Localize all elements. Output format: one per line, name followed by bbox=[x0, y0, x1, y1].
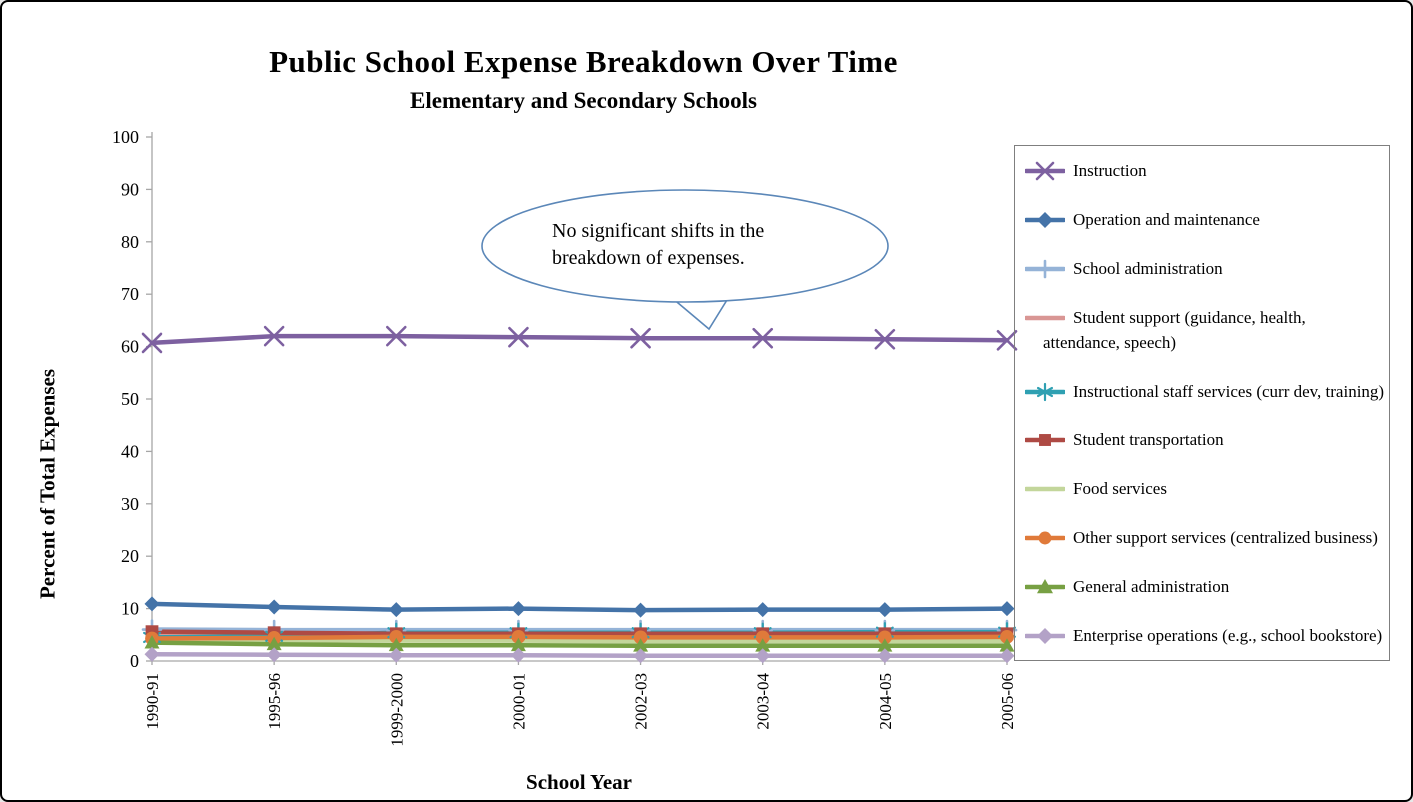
series-markers bbox=[141, 325, 1018, 664]
y-tick-label: 40 bbox=[121, 441, 139, 461]
legend: Instruction Operation and maintenance Scho… bbox=[1014, 145, 1390, 661]
y-tick-label: 90 bbox=[121, 179, 139, 199]
legend-marker-diamond-icon bbox=[1023, 211, 1067, 228]
legend-marker-x-icon bbox=[1023, 161, 1067, 181]
y-tick-label: 60 bbox=[121, 337, 139, 357]
legend-marker-square-icon bbox=[1023, 434, 1067, 447]
series-line-0 bbox=[149, 333, 1010, 346]
x-tick-label: 2003-04 bbox=[754, 673, 773, 730]
y-tick-label: 30 bbox=[121, 494, 139, 514]
legend-item: Instructional staff services (curr dev, … bbox=[1015, 379, 1385, 404]
legend-item: Enterprise operations (e.g., school book… bbox=[1015, 623, 1385, 648]
y-tick-label: 70 bbox=[121, 284, 139, 304]
y-tick-label: 0 bbox=[130, 651, 139, 671]
y-tick-label: 80 bbox=[121, 232, 139, 252]
y-tick-label: 20 bbox=[121, 546, 139, 566]
legend-item: Food services bbox=[1015, 476, 1385, 501]
legend-marker-diamond-icon bbox=[1023, 627, 1067, 644]
x-tick-label: 2002-03 bbox=[632, 673, 651, 730]
legend-item-label: Instructional staff services (curr dev, … bbox=[1073, 381, 1385, 401]
legend-item-label: Instruction bbox=[1073, 161, 1147, 181]
legend-marker-asterisk-icon bbox=[1023, 382, 1067, 401]
legend-item: Student support (guidance, health, atten… bbox=[1015, 305, 1385, 355]
y-axis-title: Percent of Total Expenses bbox=[35, 368, 60, 600]
legend-item: Student transportation bbox=[1015, 427, 1385, 452]
x-tick-label: 2000-01 bbox=[509, 673, 528, 730]
legend-marker-circle-icon bbox=[1023, 531, 1067, 545]
x-tick-label: 1999-2000 bbox=[387, 673, 406, 747]
legend-marker-triangle-icon bbox=[1023, 579, 1067, 594]
x-tick-label: 1990-91 bbox=[143, 673, 162, 730]
legend-item-label: Student transportation bbox=[1073, 430, 1224, 450]
legend-item-label: Other support services (centralized busi… bbox=[1073, 528, 1378, 548]
x-tick-label: 2004-05 bbox=[876, 673, 895, 730]
chart-title: Public School Expense Breakdown Over Tim… bbox=[269, 44, 898, 79]
legend-item: Instruction bbox=[1015, 158, 1385, 183]
chart-subtitle: Elementary and Secondary Schools bbox=[410, 88, 757, 113]
series-line-9 bbox=[149, 651, 1010, 659]
legend-item-label: Enterprise operations (e.g., school book… bbox=[1073, 625, 1383, 645]
axes: 0 10 20 30 40 50 60 70 80 90 100 1990-91 1995-96 1999… bbox=[112, 127, 1017, 747]
legend-item-label: School administration bbox=[1073, 258, 1223, 278]
series-line-5 bbox=[149, 629, 1010, 637]
x-axis-title: School Year bbox=[526, 770, 632, 794]
legend-item-label: Operation and maintenance bbox=[1073, 209, 1260, 229]
legend-item-label: General administration bbox=[1073, 576, 1230, 596]
y-tick-label: 50 bbox=[121, 389, 139, 409]
callout-bubble bbox=[481, 189, 889, 331]
series-lines bbox=[149, 333, 1010, 659]
x-tick-label: 1995-96 bbox=[265, 673, 284, 730]
legend-item-label: Student support (guidance, health, atten… bbox=[1043, 307, 1306, 352]
callout-text: No significant shifts in the breakdown o… bbox=[552, 220, 765, 269]
legend-item: Other support services (centralized busi… bbox=[1015, 525, 1385, 550]
legend-item: General administration bbox=[1015, 574, 1385, 599]
series-line-7 bbox=[149, 634, 1010, 641]
legend-marker-line-icon bbox=[1023, 487, 1067, 492]
series-line-8 bbox=[149, 640, 1010, 649]
y-tick-label: 10 bbox=[121, 599, 139, 619]
series-line-1 bbox=[149, 601, 1010, 613]
y-tick-label: 100 bbox=[112, 127, 139, 147]
x-tick-label: 2005-06 bbox=[998, 673, 1017, 730]
series-line-6 bbox=[149, 637, 1010, 644]
legend-item-label: Food services bbox=[1073, 479, 1167, 499]
legend-marker-plus-icon bbox=[1023, 259, 1067, 279]
legend-item: School administration bbox=[1015, 256, 1385, 281]
legend-item: Operation and maintenance bbox=[1015, 207, 1385, 232]
legend-marker-line-icon bbox=[1023, 315, 1067, 320]
